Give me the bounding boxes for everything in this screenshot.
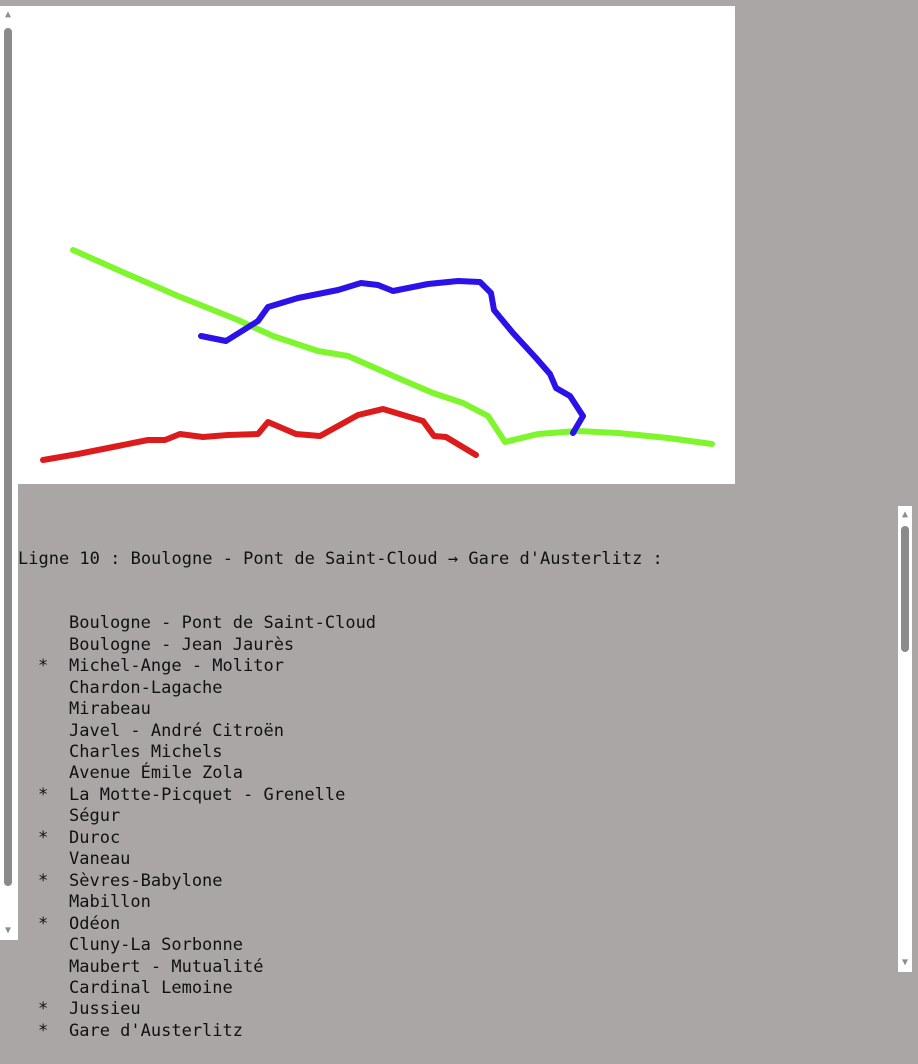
station-row: Cardinal Lemoine [18,978,888,999]
station-name: La Motte-Picquet - Grenelle [69,784,346,805]
scroll-up-arrow-icon[interactable]: ▲ [4,9,12,20]
station-name: Maubert - Mutualité [69,956,264,977]
station-row: * Duroc [18,828,888,849]
station-name: Michel-Ange - Molitor [69,656,284,677]
station-name: Charles Michels [69,741,223,762]
scroll-down-arrow-icon[interactable]: ▼ [4,925,12,936]
station-row: Ségur [18,806,888,827]
correspondence-marker: * [38,870,49,891]
station-name: Ségur [69,806,121,827]
correspondence-marker: * [38,784,49,805]
green-line [70,247,715,447]
station-row: Avenue Émile Zola [18,763,888,784]
map-svg [40,247,715,463]
station-name: Gare d'Austerlitz [69,1020,243,1041]
red-line [40,406,479,463]
left-scrollbar[interactable]: ▲ ▼ [1,6,15,940]
scroll-thumb[interactable] [4,28,12,886]
map-canvas [18,6,735,484]
station-row: Cluny-La Sorbonne [18,935,888,956]
station-row: * Jussieu [18,999,888,1020]
station-name: Cardinal Lemoine [69,977,233,998]
scroll-down-arrow-icon[interactable]: ▼ [901,957,909,968]
station-name: Jussieu [69,999,141,1020]
station-name: Javel - André Citroën [69,720,284,741]
scroll-thumb[interactable] [901,526,909,652]
station-row: Chardon-Lagache [18,678,888,699]
station-name: Mirabeau [69,699,151,720]
station-name: Vaneau [69,849,131,870]
correspondence-marker: * [38,656,49,677]
scroll-up-arrow-icon[interactable]: ▲ [901,509,909,520]
station-row: * La Motte-Picquet - Grenelle [18,785,888,806]
station-name: Boulogne - Jean Jaurès [69,634,295,655]
station-list: Boulogne - Pont de Saint-Cloud Boulogne -… [18,613,888,1042]
station-name: Sèvres-Babylone [69,870,223,891]
station-row: Maubert - Mutualité [18,957,888,978]
station-row: Charles Michels [18,742,888,763]
station-row: * Odéon [18,914,888,935]
route-title: Ligne 10 : Boulogne - Pont de Saint-Clou… [18,548,663,569]
station-row: * Sèvres-Babylone [18,871,888,892]
station-row: Vaneau [18,849,888,870]
station-row: Boulogne - Jean Jaurès [18,635,888,656]
station-row: * Gare d'Austerlitz [18,1021,888,1042]
blue-line [198,278,586,436]
station-name: Boulogne - Pont de Saint-Cloud [69,613,377,634]
station-name: Avenue Émile Zola [69,763,243,784]
correspondence-marker: * [38,913,49,934]
station-name: Odéon [69,913,121,934]
station-name: Cluny-La Sorbonne [69,935,243,956]
station-name: Chardon-Lagache [69,677,223,698]
station-name: Mabillon [69,892,151,913]
station-name: Duroc [69,827,121,848]
station-row: Mabillon [18,892,888,913]
station-row: Mirabeau [18,699,888,720]
station-row: Javel - André Citroën [18,721,888,742]
right-scrollbar[interactable]: ▲ ▼ [898,506,912,972]
station-row: Boulogne - Pont de Saint-Cloud [18,613,888,634]
correspondence-marker: * [38,827,49,848]
correspondence-marker: * [38,999,49,1020]
route-listing: Ligne 10 : Boulogne - Pont de Saint-Clou… [18,506,888,1064]
station-row: * Michel-Ange - Molitor [18,656,888,677]
correspondence-marker: * [38,1020,49,1041]
